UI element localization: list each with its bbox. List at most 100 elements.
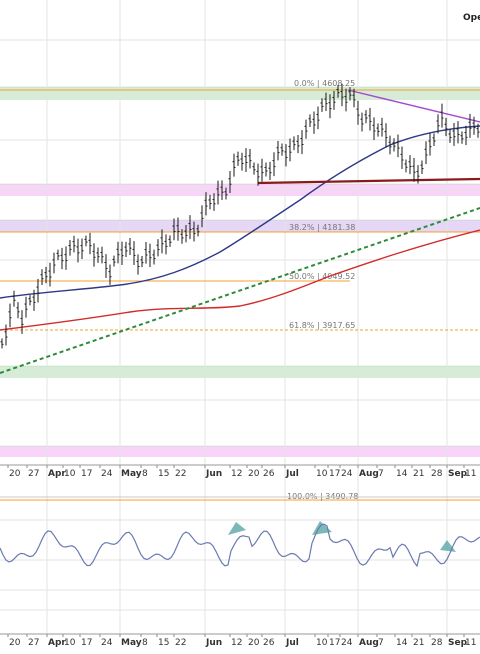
x-tick-label-1-19: 7 xyxy=(378,638,384,648)
price-bar xyxy=(28,295,32,306)
price-bar xyxy=(292,136,296,151)
resistance-line xyxy=(347,89,480,123)
price-bar xyxy=(160,229,164,254)
price-bar xyxy=(436,114,440,134)
price-bar xyxy=(140,255,144,268)
x-tick-label-0-6: May xyxy=(121,469,142,479)
zone-band-3 xyxy=(0,366,480,378)
x-tick-label-1-12: 20 xyxy=(248,638,260,648)
price-bar xyxy=(376,123,380,137)
price-bar xyxy=(252,162,256,175)
price-bar xyxy=(124,241,128,257)
price-bar xyxy=(440,103,444,128)
price-bar xyxy=(404,159,408,173)
price-bar xyxy=(452,122,456,146)
price-bar xyxy=(212,193,216,211)
x-tick-label-1-15: 10 xyxy=(316,638,328,648)
x-tick-label-1-24: 11 xyxy=(465,638,476,648)
fib-label-3: 61.8% | 3917.65 xyxy=(289,321,355,330)
price-bar xyxy=(388,135,392,155)
x-tick-label-1-9: 22 xyxy=(175,638,186,648)
x-tick-label-1-23: Sep xyxy=(448,638,468,648)
x-tick-label-1-22: 28 xyxy=(431,638,443,648)
price-bar xyxy=(100,246,104,264)
x-tick-label-0-14: Jul xyxy=(285,469,299,479)
price-bar xyxy=(244,148,248,173)
x-tick-label-1-8: 15 xyxy=(158,638,169,648)
price-bar xyxy=(384,123,388,148)
price-bar xyxy=(312,111,316,134)
x-tick-label-0-0: 20 xyxy=(9,469,21,479)
price-bar xyxy=(176,217,180,241)
price-bar xyxy=(132,241,136,265)
price-bar xyxy=(180,229,184,244)
price-bar xyxy=(196,224,200,237)
price-bar xyxy=(464,125,468,146)
x-tick-label-1-20: 14 xyxy=(396,638,408,648)
fib-label-1: 38.2% | 4181.38 xyxy=(289,223,355,232)
price-bar xyxy=(304,119,308,139)
price-bar xyxy=(84,235,88,247)
price-bar xyxy=(332,90,336,110)
price-bar xyxy=(460,131,464,144)
price-bars xyxy=(0,83,480,349)
price-bar xyxy=(216,180,220,205)
price-bar xyxy=(232,153,236,177)
price-bar xyxy=(204,192,208,216)
price-bar xyxy=(280,143,284,156)
x-tick-label-0-8: 15 xyxy=(158,469,169,479)
x-tick-label-0-17: 24 xyxy=(341,469,353,479)
price-bar xyxy=(184,224,188,243)
price-bar xyxy=(16,302,20,319)
price-bar xyxy=(104,254,108,278)
price-bar xyxy=(444,117,448,137)
price-bar xyxy=(12,290,16,307)
x-tick-label-0-11: 12 xyxy=(231,469,242,479)
price-bar xyxy=(296,134,300,154)
price-bar xyxy=(72,235,76,253)
price-bar xyxy=(92,243,96,267)
price-bar xyxy=(412,157,416,182)
price-bar xyxy=(8,303,12,328)
price-bar xyxy=(336,84,340,98)
indicator-lines xyxy=(0,89,480,374)
price-bar xyxy=(44,266,48,284)
price-bar xyxy=(152,249,156,265)
price-bar xyxy=(372,117,376,141)
price-bar xyxy=(112,255,116,267)
x-tick-label-0-24: 11 xyxy=(465,469,476,479)
price-bar xyxy=(324,92,328,112)
x-tick-label-1-21: 21 xyxy=(413,638,424,648)
x-tick-label-0-22: 28 xyxy=(431,469,443,479)
price-bar xyxy=(340,83,344,107)
price-bar xyxy=(380,117,384,137)
price-bar xyxy=(52,252,56,274)
price-bar xyxy=(64,246,68,270)
price-bar xyxy=(328,94,332,119)
x-tick-label-1-18: Aug xyxy=(359,638,379,648)
x-tick-label-1-3: 10 xyxy=(64,638,76,648)
dotted-trendline xyxy=(0,207,480,374)
price-bar xyxy=(320,98,324,112)
x-tick-label-0-10: Jun xyxy=(205,469,222,479)
price-bar xyxy=(4,324,8,346)
x-tick-label-1-11: 12 xyxy=(231,638,242,648)
price-bar xyxy=(24,296,28,318)
price-bar xyxy=(60,247,64,270)
oscillator-panel xyxy=(0,521,480,568)
price-bar xyxy=(200,205,204,228)
price-bar xyxy=(300,130,304,155)
price-bar xyxy=(476,123,480,138)
ma-slow-line xyxy=(0,229,480,331)
price-bar xyxy=(272,152,276,177)
price-bar xyxy=(408,155,412,175)
x-tick-label-0-18: Aug xyxy=(359,469,379,479)
x-tick-label-0-20: 14 xyxy=(396,469,408,479)
x-tick-label-0-7: 8 xyxy=(142,469,148,479)
price-bar xyxy=(144,241,148,264)
x-tick-label-0-12: 20 xyxy=(248,469,260,479)
price-bar xyxy=(368,107,372,131)
price-bar xyxy=(352,88,356,108)
